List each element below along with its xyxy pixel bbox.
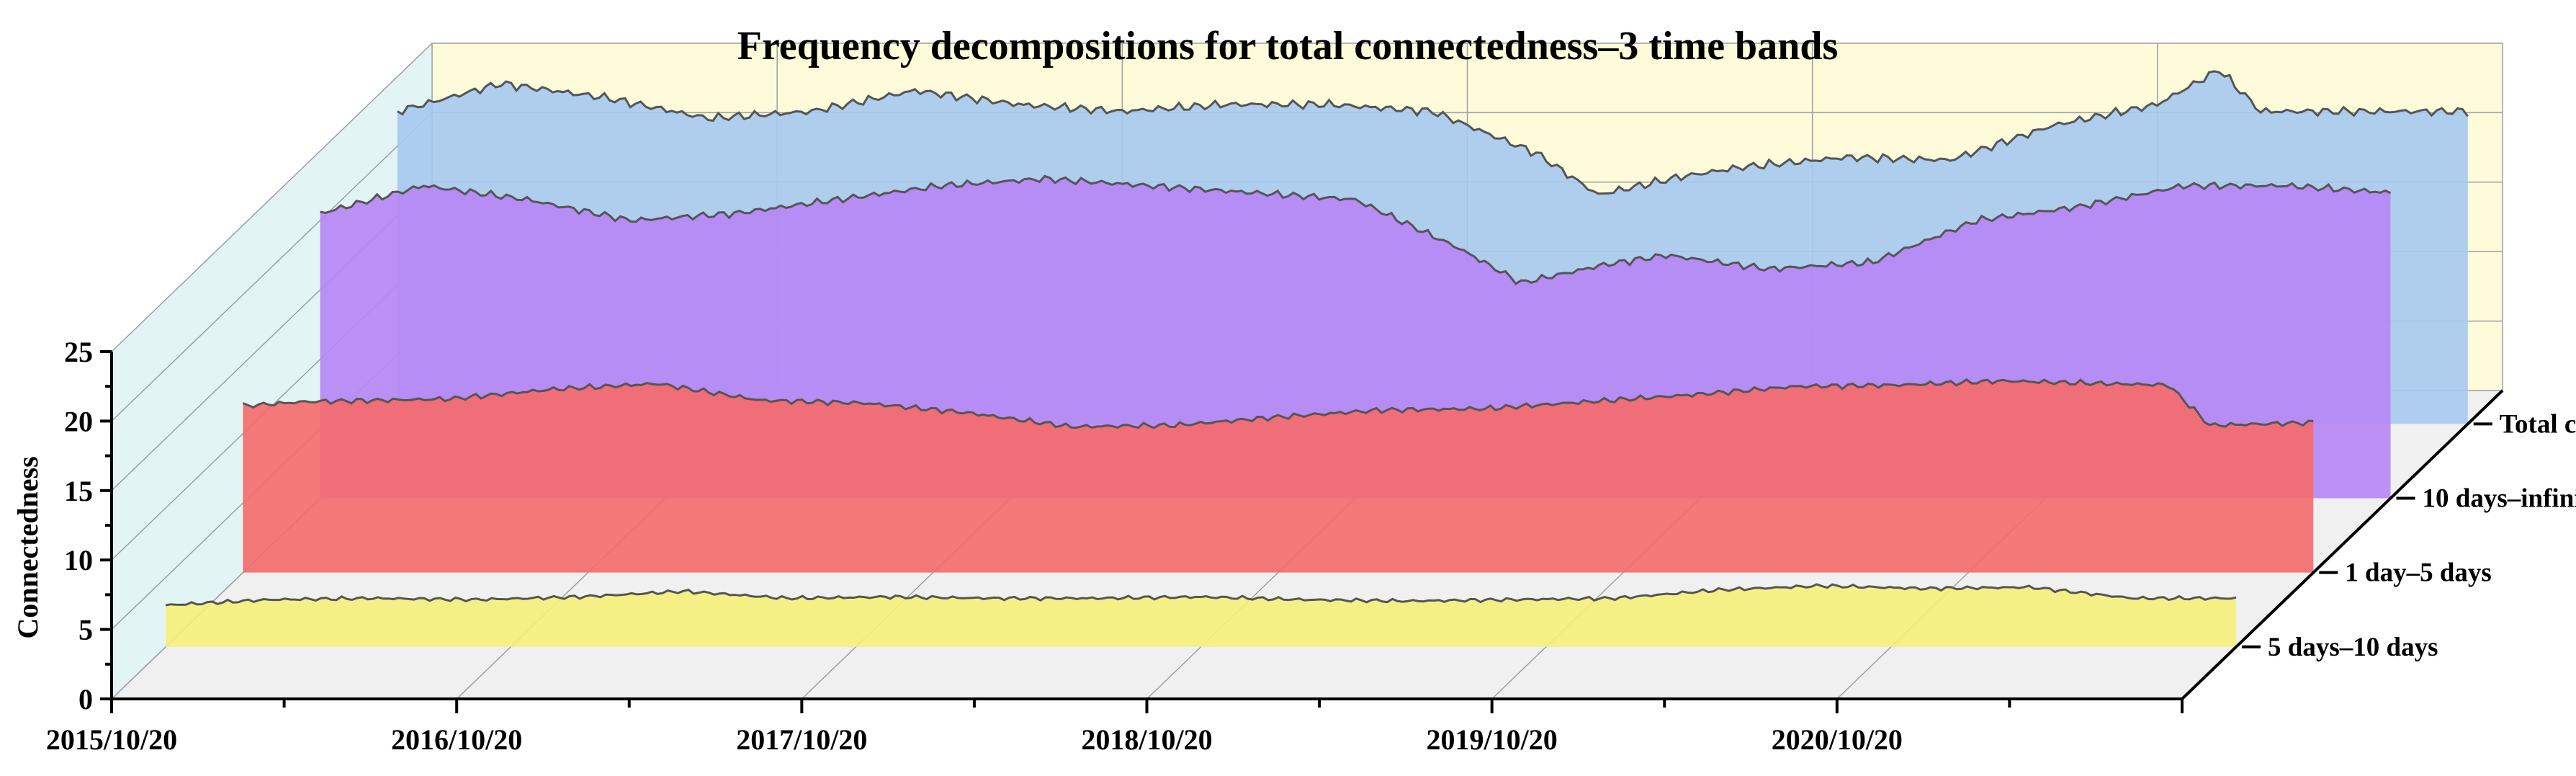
y-tick-label: 10 xyxy=(64,544,93,576)
series-label: 1 day–5 days xyxy=(2345,558,2492,588)
chart-labels: Total connectedness 10 days–infinite 1 day… xyxy=(12,336,2576,756)
series-line xyxy=(320,174,2392,285)
depth-axis xyxy=(2181,389,2504,700)
series-1 xyxy=(165,583,2237,647)
chart-title: Frequency decompositions for total conne… xyxy=(737,24,1839,68)
y-tick-label: 25 xyxy=(64,336,93,368)
series-line xyxy=(397,70,2469,195)
series-label: 5 days–10 days xyxy=(2268,633,2438,662)
series-label: 10 days–infinite xyxy=(2423,484,2576,514)
y-gridline xyxy=(111,43,2503,352)
series-area xyxy=(166,584,2237,647)
series-area xyxy=(243,379,2314,573)
y-tick-label: 20 xyxy=(64,405,93,437)
x-tick-label: 2015/10/20 xyxy=(46,723,177,756)
series-line xyxy=(165,583,2237,607)
y-tick-label: 0 xyxy=(78,683,93,715)
y-tick-label: 5 xyxy=(78,614,93,646)
x-tick-label: 2019/10/20 xyxy=(1427,723,1558,756)
x-tick-label: 2017/10/20 xyxy=(736,723,867,756)
chart-series-group xyxy=(165,70,2469,647)
y-tick-label: 15 xyxy=(64,475,93,507)
series-line xyxy=(242,378,2314,429)
x-tick-label: 2016/10/20 xyxy=(391,723,522,756)
y-axis-label: Connectedness xyxy=(12,456,44,638)
series-2 xyxy=(242,378,2314,573)
x-tick-label: 2018/10/20 xyxy=(1081,723,1212,756)
series-label: Total connectedness xyxy=(2500,409,2576,439)
x-tick-label: 2020/10/20 xyxy=(1772,723,1903,756)
chart-axes xyxy=(100,350,2504,713)
